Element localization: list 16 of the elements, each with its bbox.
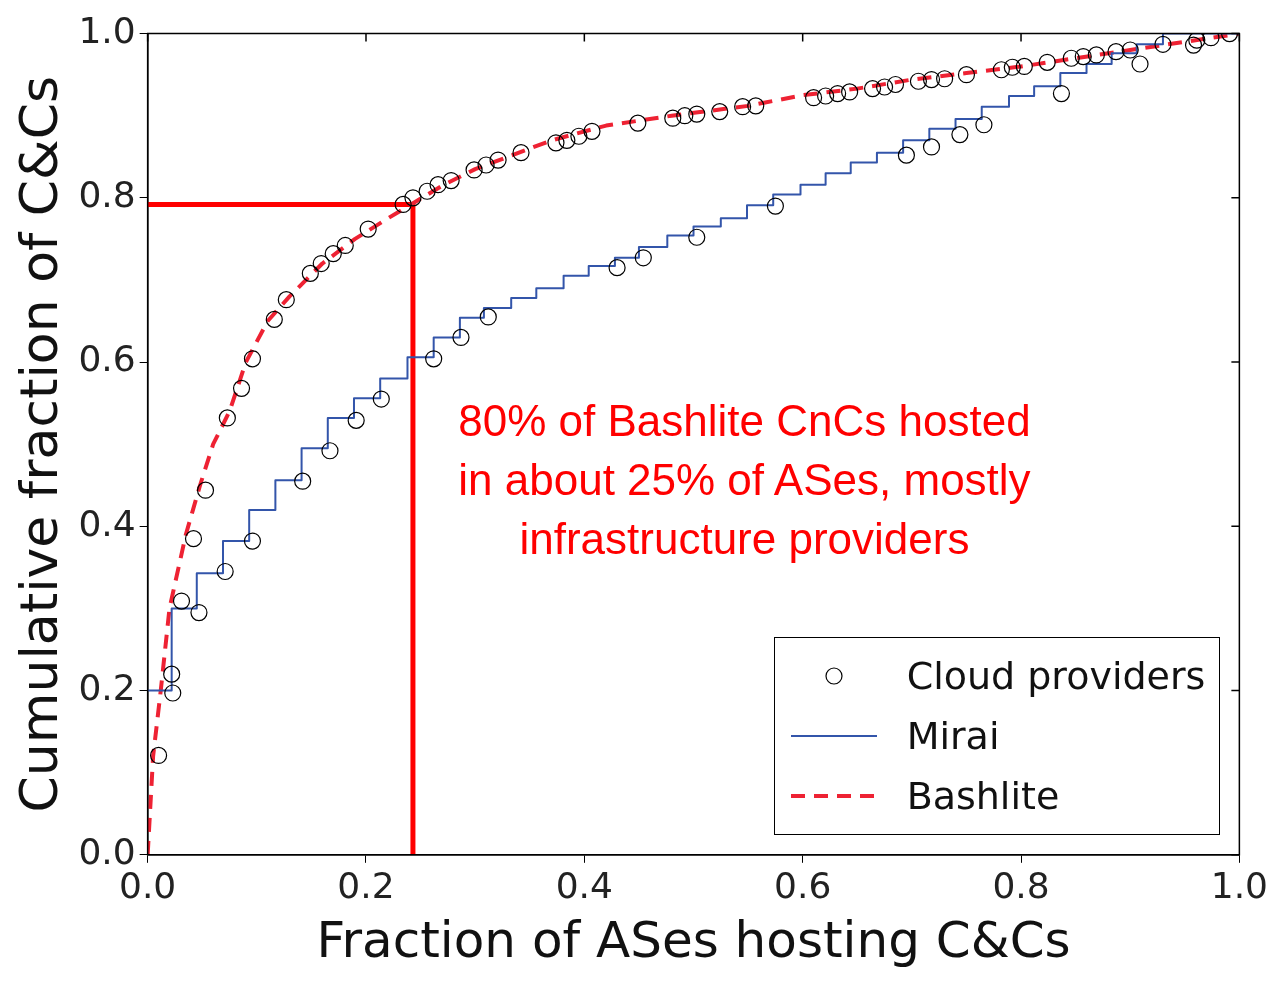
y-tick-label: 1.0 bbox=[78, 9, 136, 51]
y-axis-title: Cumulative fraction of C&Cs bbox=[8, 75, 69, 813]
legend-label: Mirai bbox=[906, 713, 1000, 758]
x-tick-label: 0.2 bbox=[337, 864, 395, 906]
x-tick-label: 0.4 bbox=[555, 864, 613, 906]
x-tick-label: 0.6 bbox=[774, 864, 832, 906]
y-tick-label: 0.6 bbox=[78, 338, 136, 380]
legend-label: Bashlite bbox=[906, 773, 1060, 818]
x-tick-label: 1.0 bbox=[1210, 864, 1269, 906]
x-tick-label: 0.8 bbox=[992, 864, 1050, 906]
y-tick-label: 0.8 bbox=[78, 174, 136, 216]
y-tick-label: 0.4 bbox=[78, 502, 136, 544]
x-axis-title: Fraction of ASes hosting C&Cs bbox=[316, 910, 1071, 969]
y-tick-label: 0.2 bbox=[78, 666, 136, 708]
annotation: 80% of Bashlite CnCs hosted in about 25% of ASes, mostly infrastructure providers bbox=[457, 394, 1032, 565]
legend-label: Cloud providers bbox=[906, 653, 1206, 698]
